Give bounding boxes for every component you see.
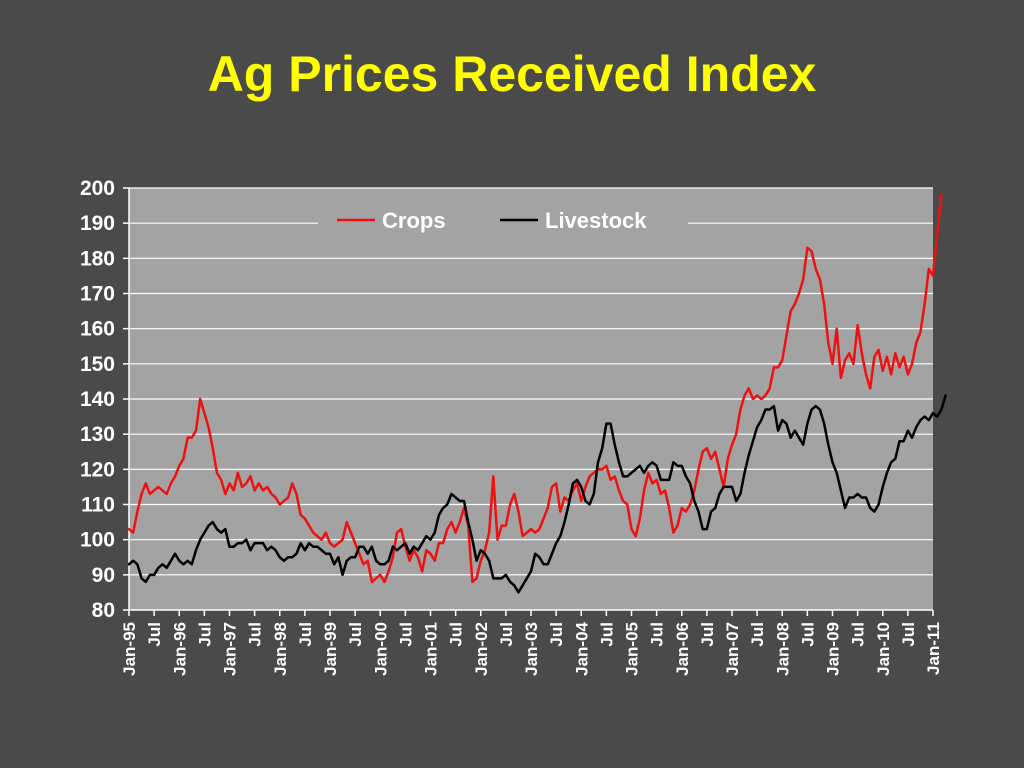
x-axis-ticks: Jan-95 Jul Jan-96 Jul Jan-97 Jul Jan-98 Jul Jan-… (120, 610, 943, 676)
x-tick-label: Jan-11 (924, 622, 943, 675)
y-tick-label: 90 (92, 564, 115, 587)
y-tick-label: 120 (80, 458, 115, 481)
x-tick-label: Jan-09 (824, 622, 843, 676)
x-tick-label: Jan-99 (321, 622, 340, 676)
series-lines (127, 193, 947, 594)
legend-background (318, 205, 688, 239)
y-tick-label: 110 (81, 494, 115, 517)
x-tick-label: Jul (698, 622, 717, 647)
x-tick-label: Jul (246, 622, 265, 647)
x-tick-label: Jan-04 (572, 621, 591, 675)
x-tick-label: Jul (849, 622, 868, 647)
x-tick-label: Jan-03 (522, 622, 541, 676)
x-tick-label: Jul (547, 622, 566, 647)
y-tick-label: 80 (92, 599, 115, 622)
x-tick-label: Jan-96 (170, 622, 189, 676)
y-tick-label: 200 (80, 177, 115, 200)
y-axis-ticks: 80 90 100 110 120 130 140 150 160 170 180 190 200 (80, 177, 129, 622)
x-tick-label: Jul (497, 622, 516, 647)
x-tick-label: Jul (899, 622, 918, 647)
x-tick-label: Jan-07 (723, 622, 742, 676)
legend-label-crops: Crops (382, 208, 446, 233)
y-tick-label: 140 (80, 388, 115, 411)
y-tick-label: 150 (80, 353, 115, 376)
series-line-crops (127, 193, 943, 584)
x-tick-label: Jul (296, 622, 315, 647)
y-tick-label: 190 (80, 212, 115, 235)
x-tick-label: Jul (346, 622, 365, 647)
y-tick-label: 170 (80, 283, 115, 306)
x-tick-label: Jan-97 (221, 622, 240, 676)
y-tick-label: 100 (80, 529, 115, 552)
x-tick-label: Jan-00 (371, 622, 390, 676)
x-tick-label: Jan-06 (673, 622, 692, 676)
legend-label-livestock: Livestock (545, 208, 647, 233)
y-tick-label: 130 (80, 423, 115, 446)
legend: Crops Livestock (318, 205, 688, 239)
x-tick-label: Jan-01 (422, 622, 441, 676)
x-tick-label: Jul (798, 622, 817, 647)
x-tick-label: Jul (597, 622, 616, 647)
x-tick-label: Jul (748, 622, 767, 647)
x-tick-label: Jul (447, 622, 466, 647)
x-tick-label: Jan-05 (623, 622, 642, 676)
x-tick-label: Jul (396, 622, 415, 647)
x-tick-label: Jan-02 (472, 622, 491, 676)
x-tick-label: Jan-95 (120, 622, 139, 676)
x-tick-label: Jan-08 (773, 622, 792, 676)
y-tick-label: 180 (80, 247, 115, 270)
y-tick-label: 160 (80, 318, 115, 341)
x-tick-label: Jan-10 (874, 622, 893, 676)
x-tick-label: Jul (145, 622, 164, 647)
x-tick-label: Jan-98 (271, 622, 290, 676)
x-tick-label: Jul (648, 622, 667, 647)
x-tick-label: Jul (195, 622, 214, 647)
series-line-livestock (127, 394, 947, 594)
chart-title: Ag Prices Received Index (207, 46, 817, 102)
